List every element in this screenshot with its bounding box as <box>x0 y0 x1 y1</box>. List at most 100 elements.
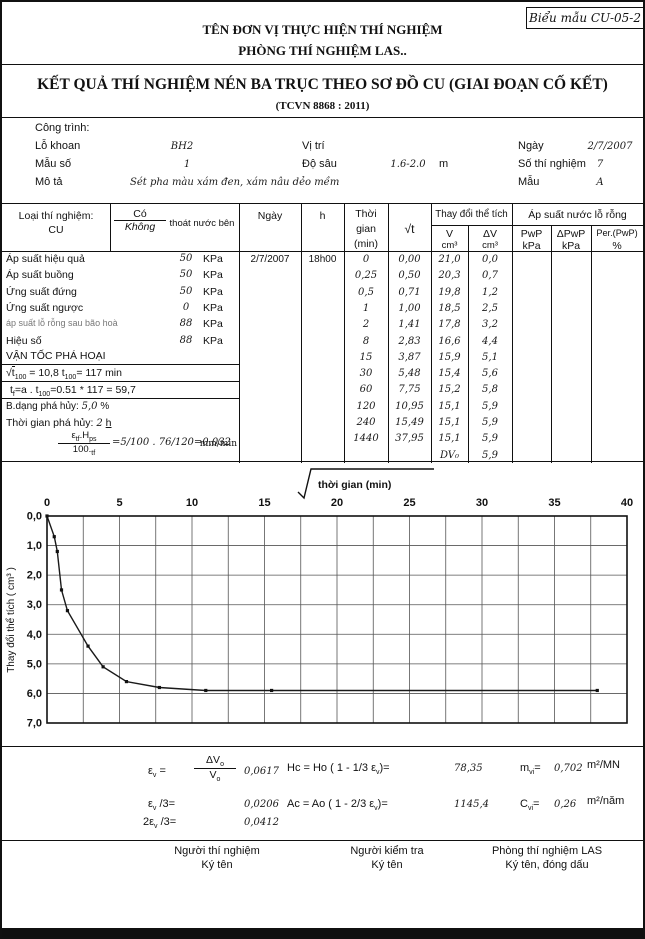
description-value: Sét pha màu xám đen, xám nâu dẻo mềm <box>130 177 340 188</box>
svg-text:thời gian (min): thời gian (min) <box>318 479 391 491</box>
table-row: 1 1,00 18,5 2,5 <box>2 303 643 319</box>
divider <box>2 746 643 747</box>
col-header-time-2: gian <box>356 223 376 235</box>
t100-value: 117 <box>85 367 103 379</box>
test-no-value: 7 <box>596 159 604 170</box>
standard-ref: (TCVN 8868 : 2011) <box>275 100 370 112</box>
rate-formula-unit: mm/min <box>199 439 237 449</box>
table-cell-dv: 5,9 <box>482 433 498 445</box>
table-cell-sqrt: 5,48 <box>398 368 421 380</box>
pressure-value: 0 <box>182 301 190 313</box>
divider <box>2 840 643 841</box>
checker-sign-label: Ký tên <box>371 859 403 871</box>
col-header-dv: ΔV <box>482 228 498 240</box>
ev23-label: 2εv /3= <box>143 816 177 831</box>
project-label: Công trình: <box>35 122 90 134</box>
table-cell-v: DV₀ <box>439 449 460 461</box>
failure-strain-unit: % <box>100 400 110 412</box>
page-title: KẾT QUẢ THÍ NGHIỆM NÉN BA TRỤC THEO SƠ Đ… <box>37 76 608 93</box>
failure-strain-row: B.dạng phá hủy: 5,0 % <box>6 401 239 412</box>
table-grid-line <box>551 225 552 463</box>
table-grid-line <box>2 251 643 252</box>
test-date-cell: 2/7/2007 <box>250 254 290 265</box>
drainage-yes-no: Có Không <box>114 208 166 233</box>
pressure-unit: KPa <box>203 269 223 282</box>
table-cell-v: 15,1 <box>438 433 461 445</box>
sample-value: A <box>596 177 604 188</box>
ev-fraction-denominator: Vo <box>209 769 221 784</box>
svg-text:40: 40 <box>621 497 633 509</box>
col-header-hour: h <box>319 210 326 222</box>
table-row: 8 2,83 16,6 4,4 <box>2 336 643 352</box>
sample-no-label: Mẫu số <box>35 158 72 170</box>
table-cell-t: 2 <box>362 319 370 331</box>
table-cell-sqrt: 0,00 <box>398 254 421 265</box>
table-cell-t: 0,25 <box>354 270 378 282</box>
table-grid-line <box>239 204 240 463</box>
table-cell-dv: 4,4 <box>482 335 498 347</box>
table-cell-v: 19,8 <box>438 286 461 298</box>
table-cell-t: 0 <box>362 254 370 265</box>
multiply-sign: * <box>79 384 84 396</box>
ev-value: 0,0617 <box>244 766 279 777</box>
table-cell-dv: 5,1 <box>482 351 498 363</box>
table-cell-dv: 0,0 <box>482 254 498 265</box>
group-header-volume: Thay đổi thể tích <box>435 209 508 220</box>
borehole-label: Lỗ khoan <box>35 140 81 152</box>
table-cell-dv: 0,7 <box>482 270 498 282</box>
table-cell-sqrt: 1,41 <box>398 319 421 331</box>
svg-text:20: 20 <box>331 497 343 509</box>
sqrt-t100-value: 10,8 <box>38 367 59 379</box>
pressure-row: Áp suất buồng 50 KPa <box>2 269 239 285</box>
table-cell-sqrt: 10,95 <box>395 400 424 412</box>
svg-text:Thay đổi thể tích ( cm³ ): Thay đổi thể tích ( cm³ ) <box>5 567 17 673</box>
org-name: TÊN ĐƠN VỊ THỰC HIỆN THÍ NGHIỆM <box>202 22 443 37</box>
failure-time-unit: h <box>105 416 112 429</box>
pressure-unit: KPa <box>203 301 223 314</box>
borehole-value: BH2 <box>170 141 194 152</box>
table-cell-t: 0,5 <box>358 286 374 298</box>
ac-value: 1145,4 <box>454 799 489 810</box>
table-cell-dv: 2,5 <box>482 302 498 314</box>
pressure-value: 88 <box>179 318 193 330</box>
depth-value: 1.6-2.0 <box>390 159 426 170</box>
table-cell-v: 15,2 <box>438 384 461 396</box>
table-cell-t: 240 <box>356 417 376 428</box>
col-header-pwp-unit: kPa <box>522 240 541 252</box>
equals: = <box>106 384 113 396</box>
table-row: 30 5,48 15,4 5,6 <box>2 368 643 384</box>
col-header-per-unit: % <box>612 240 622 252</box>
sample-no-value: 1 <box>183 159 191 170</box>
svg-text:25: 25 <box>403 497 415 509</box>
table-row: 0,25 0,50 20,3 0,7 <box>2 270 643 286</box>
table-cell-v: 15,1 <box>438 400 461 412</box>
tf-t100: 117 <box>86 384 104 396</box>
col-header-dpwp-unit: kPa <box>561 240 581 252</box>
table-row: 0 0,00 21,0 0,0 <box>2 254 643 270</box>
table-grid-line <box>2 381 239 382</box>
ev-label: εv = <box>148 765 166 780</box>
failure-strain-value: 5,0 <box>81 400 98 412</box>
table-cell-t: 1 <box>362 302 370 314</box>
table-cell-v: 16,6 <box>438 335 461 347</box>
tf-value: 59,7 <box>115 384 136 396</box>
svg-text:0,0: 0,0 <box>27 511 42 523</box>
pressure-value: 50 <box>179 253 193 264</box>
table-row: 15 3,87 15,9 5,1 <box>2 352 643 368</box>
form-code-box: Biểu mẫu CU-05-2 <box>526 7 643 29</box>
t100-row: √t100 = 10,8 t100= 117 min <box>6 366 239 381</box>
svg-text:5,0: 5,0 <box>27 658 42 670</box>
table-grid-line <box>388 204 389 463</box>
table-row: 60 7,75 15,2 5,8 <box>2 384 643 400</box>
sample-label: Mẫu <box>518 176 540 188</box>
svg-text:5: 5 <box>116 497 122 509</box>
table-cell-v: 17,8 <box>438 319 461 331</box>
table-grid-line <box>301 204 302 463</box>
col-header-sqrt-t: √t <box>404 222 415 236</box>
col-header-v-unit: cm³ <box>441 240 458 251</box>
table-cell-sqrt: 15,49 <box>395 417 424 428</box>
table-row: 0,5 0,71 19,8 1,2 <box>2 287 643 303</box>
table-cell-t: 8 <box>362 335 370 347</box>
form-code: Biểu mẫu CU-05-2 <box>529 11 641 25</box>
pressure-unit: KPa <box>203 253 223 265</box>
